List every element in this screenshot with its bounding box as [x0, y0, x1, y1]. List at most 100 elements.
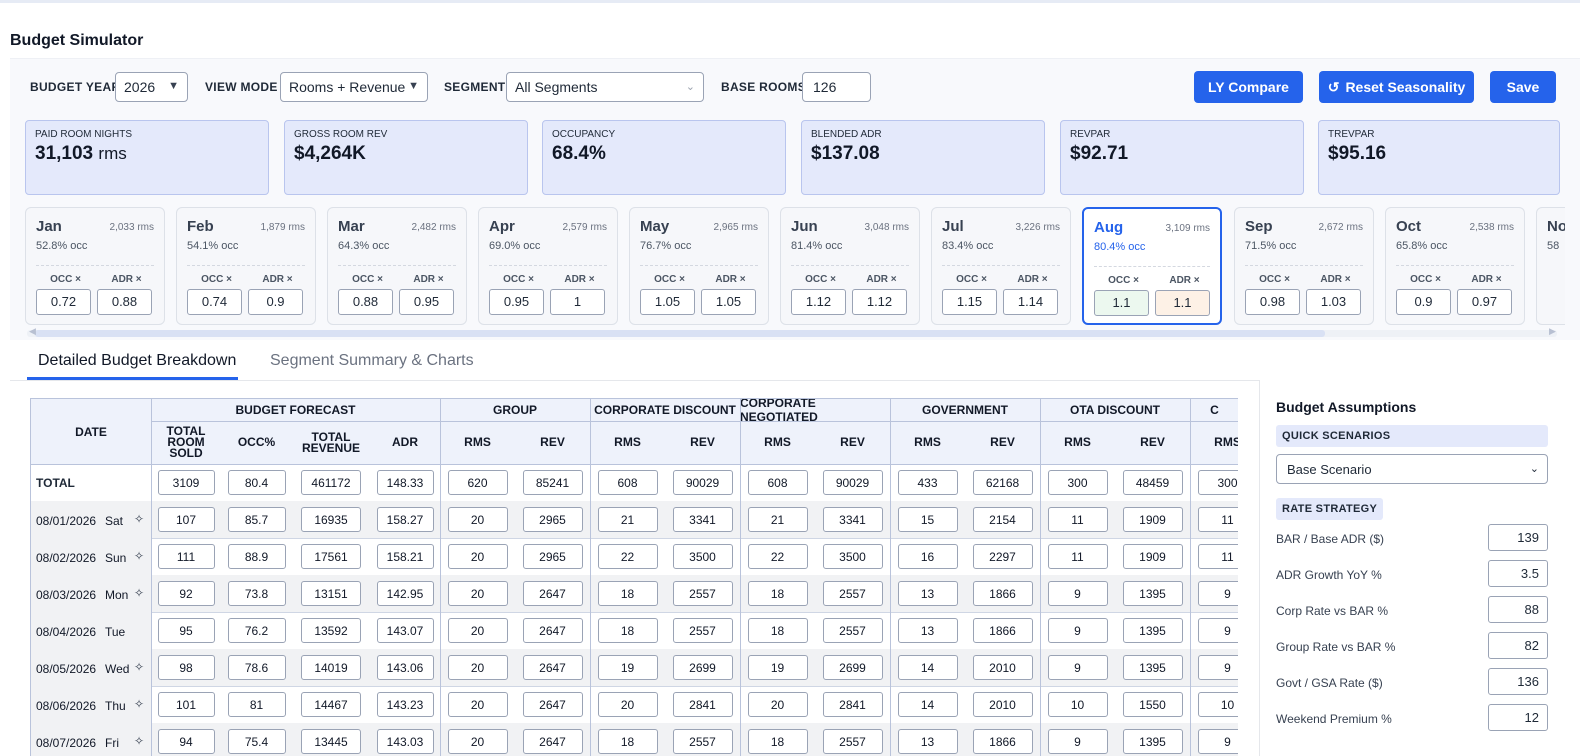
cell-input[interactable]: 14019 [301, 655, 361, 680]
occ-multiplier-input[interactable]: 0.88 [338, 289, 393, 315]
cell-input[interactable]: 3500 [822, 544, 883, 569]
cell-input[interactable]: 143.03 [376, 729, 434, 754]
cell-input[interactable]: 94 [157, 729, 215, 754]
cell-input[interactable]: 19 [747, 655, 808, 680]
cell-input[interactable]: 2010 [972, 655, 1033, 680]
month-card-mar[interactable]: Mar 2,482 rms 64.3% occ OCC × ADR × 0.88 0… [327, 207, 467, 325]
tab-segment-summary[interactable]: Segment Summary & Charts [270, 352, 474, 369]
cell-input[interactable]: 9 [1047, 655, 1108, 680]
total-cell-input[interactable]: 300 [1047, 470, 1108, 495]
cell-input[interactable]: 20 [447, 692, 508, 717]
occ-multiplier-input[interactable]: 0.74 [187, 289, 242, 315]
occ-multiplier-input[interactable]: 1.05 [640, 289, 695, 315]
month-cards-strip[interactable]: Jan 2,033 rms 52.8% occ OCC × ADR × 0.72 0… [25, 207, 1565, 339]
base-rooms-input[interactable]: 126 [802, 72, 871, 102]
occ-multiplier-input[interactable]: 1.15 [942, 289, 997, 315]
month-card-jul[interactable]: Jul 3,226 rms 83.4% occ OCC × ADR × 1.15 1… [931, 207, 1071, 325]
cell-input[interactable]: 20 [597, 692, 658, 717]
adr-multiplier-input[interactable]: 1.1 [1155, 290, 1210, 316]
reset-seasonality-button[interactable]: ↺ Reset Seasonality [1319, 71, 1474, 103]
cell-input[interactable]: 107 [157, 507, 215, 532]
cell-input[interactable]: 11 [1197, 544, 1238, 569]
pin-icon[interactable]: ✧ [134, 660, 145, 674]
occ-multiplier-input[interactable]: 0.72 [36, 289, 91, 315]
cell-input[interactable]: 18 [597, 729, 658, 754]
total-cell-input[interactable]: 620 [447, 470, 508, 495]
cell-input[interactable]: 1909 [1122, 544, 1183, 569]
cell-input[interactable]: 13 [897, 581, 958, 606]
adr-multiplier-input[interactable]: 0.88 [97, 289, 152, 315]
cell-input[interactable]: 14467 [301, 692, 361, 717]
cell-input[interactable]: 13151 [301, 581, 361, 606]
cell-input[interactable]: 88.9 [227, 544, 286, 569]
cell-input[interactable]: 2557 [822, 581, 883, 606]
cell-input[interactable]: 2297 [972, 544, 1033, 569]
cell-input[interactable]: 143.07 [376, 618, 434, 643]
cell-input[interactable]: 9 [1047, 729, 1108, 754]
cell-input[interactable]: 13592 [301, 618, 361, 643]
cell-input[interactable]: 21 [747, 507, 808, 532]
cell-input[interactable]: 1909 [1122, 507, 1183, 532]
cell-input[interactable]: 20 [447, 507, 508, 532]
assumption-input[interactable]: 82 [1488, 632, 1548, 659]
cell-input[interactable]: 2154 [972, 507, 1033, 532]
cell-input[interactable]: 1395 [1122, 581, 1183, 606]
cell-input[interactable]: 20 [447, 655, 508, 680]
month-card-apr[interactable]: Apr 2,579 rms 69.0% occ OCC × ADR × 0.95 1 [478, 207, 618, 325]
save-button[interactable]: Save [1490, 71, 1556, 103]
adr-multiplier-input[interactable]: 1.12 [852, 289, 907, 315]
cell-input[interactable]: 2841 [822, 692, 883, 717]
cell-input[interactable]: 3500 [672, 544, 733, 569]
cell-input[interactable]: 20 [447, 618, 508, 643]
cell-input[interactable]: 2965 [522, 507, 583, 532]
cell-input[interactable]: 10 [1197, 692, 1238, 717]
total-cell-input[interactable]: 85241 [522, 470, 583, 495]
cell-input[interactable]: 158.27 [376, 507, 434, 532]
cell-input[interactable]: 2965 [522, 544, 583, 569]
ly-compare-button[interactable]: LY Compare [1194, 71, 1303, 103]
cell-input[interactable]: 18 [597, 581, 658, 606]
assumption-input[interactable]: 12 [1488, 704, 1548, 731]
cell-input[interactable]: 95 [157, 618, 215, 643]
cell-input[interactable]: 18 [747, 729, 808, 754]
assumption-input[interactable]: 88 [1488, 596, 1548, 623]
cell-input[interactable]: 9 [1197, 581, 1238, 606]
scrollbar-thumb[interactable] [35, 330, 1325, 337]
cell-input[interactable]: 2557 [822, 618, 883, 643]
total-cell-input[interactable]: 148.33 [376, 470, 434, 495]
cell-input[interactable]: 21 [597, 507, 658, 532]
cell-input[interactable]: 3341 [822, 507, 883, 532]
occ-multiplier-input[interactable]: 1.12 [791, 289, 846, 315]
month-card-jun[interactable]: Jun 3,048 rms 81.4% occ OCC × ADR × 1.12 1… [780, 207, 920, 325]
month-card-oct[interactable]: Oct 2,538 rms 65.8% occ OCC × ADR × 0.9 0.… [1385, 207, 1525, 325]
cell-input[interactable]: 9 [1197, 729, 1238, 754]
total-cell-input[interactable]: 433 [897, 470, 958, 495]
scroll-left-icon[interactable]: ◀ [29, 326, 36, 336]
month-card-nov[interactable]: Nov 58 [1536, 207, 1565, 325]
occ-multiplier-input[interactable]: 0.9 [1396, 289, 1451, 315]
cell-input[interactable]: 18 [597, 618, 658, 643]
cell-input[interactable]: 2557 [672, 729, 733, 754]
assumption-input[interactable]: 3.5 [1488, 560, 1548, 587]
total-cell-input[interactable]: 608 [597, 470, 658, 495]
total-cell-input[interactable]: 300 [1197, 470, 1238, 495]
adr-multiplier-input[interactable]: 1 [550, 289, 605, 315]
cell-input[interactable]: 2647 [522, 692, 583, 717]
cell-input[interactable]: 9 [1047, 618, 1108, 643]
cell-input[interactable]: 20 [747, 692, 808, 717]
cell-input[interactable]: 78.6 [227, 655, 286, 680]
occ-multiplier-input[interactable]: 1.1 [1094, 290, 1149, 316]
cell-input[interactable]: 1395 [1122, 729, 1183, 754]
cell-input[interactable]: 111 [157, 544, 215, 569]
pin-icon[interactable]: ✧ [134, 697, 145, 711]
adr-multiplier-input[interactable]: 1.05 [701, 289, 756, 315]
cell-input[interactable]: 2647 [522, 581, 583, 606]
cell-input[interactable]: 81 [227, 692, 286, 717]
total-cell-input[interactable]: 90029 [822, 470, 883, 495]
cell-input[interactable]: 1866 [972, 729, 1033, 754]
cell-input[interactable]: 75.4 [227, 729, 286, 754]
pin-icon[interactable]: ✧ [134, 549, 145, 563]
cell-input[interactable]: 13445 [301, 729, 361, 754]
cell-input[interactable]: 2647 [522, 618, 583, 643]
adr-multiplier-input[interactable]: 1.14 [1003, 289, 1058, 315]
